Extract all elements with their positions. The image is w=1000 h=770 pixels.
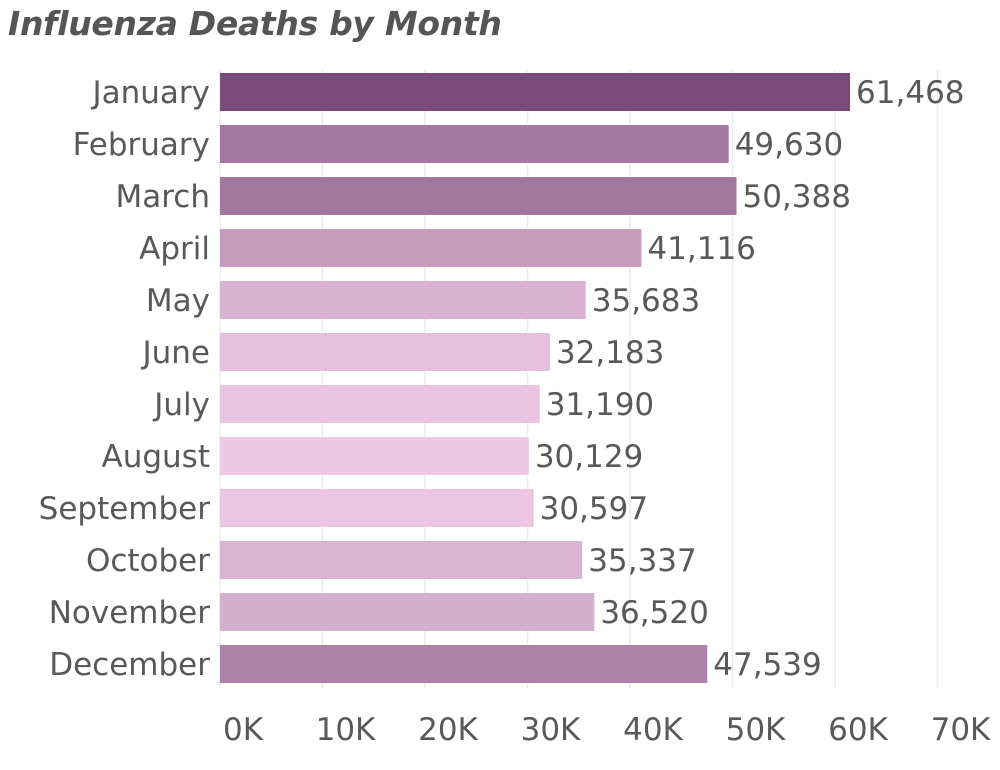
category-label-december: December (49, 647, 210, 683)
category-labels: January February March April May June July Augu… (39, 75, 211, 683)
bar-february[interactable] (220, 125, 729, 163)
x-axis-ticks: 0K 10K 20K 30K 40K 50K 60K 70K (223, 712, 991, 748)
bar-june[interactable] (220, 333, 550, 371)
gridlines (219, 70, 939, 688)
value-label-june: 32,183 (556, 335, 664, 371)
tick-label-20k: 20K (418, 712, 478, 748)
tick-label-30k: 30K (521, 712, 581, 748)
value-label-october: 35,337 (588, 543, 696, 579)
value-labels: 61,468 49,630 50,388 41,116 35,683 32,183 31,1… (535, 75, 965, 683)
category-label-june: June (140, 335, 210, 371)
bar-march[interactable] (220, 177, 737, 215)
category-label-february: February (73, 127, 210, 163)
category-label-october: October (86, 543, 210, 579)
chart-title: Influenza Deaths by Month (8, 4, 502, 43)
category-label-november: November (49, 595, 211, 631)
category-label-august: August (102, 439, 211, 475)
tick-label-10k: 10K (316, 712, 376, 748)
tick-label-0k: 0K (223, 712, 264, 748)
value-label-august: 30,129 (535, 439, 643, 475)
bars (220, 73, 851, 683)
value-label-december: 47,539 (713, 647, 821, 683)
value-label-september: 30,597 (540, 491, 648, 527)
value-label-november: 36,520 (600, 595, 708, 631)
category-label-july: July (152, 387, 210, 423)
bar-august[interactable] (220, 437, 529, 475)
value-label-may: 35,683 (592, 283, 700, 319)
value-label-april: 41,116 (647, 231, 755, 267)
category-label-september: September (39, 491, 211, 527)
category-label-january: January (90, 75, 210, 111)
bar-july[interactable] (220, 385, 540, 423)
category-label-may: May (146, 283, 210, 319)
tick-label-50k: 50K (726, 712, 786, 748)
bar-may[interactable] (220, 281, 586, 319)
bar-april[interactable] (220, 229, 642, 267)
bar-january[interactable] (220, 73, 851, 111)
bar-november[interactable] (220, 593, 595, 631)
tick-label-40k: 40K (623, 712, 683, 748)
bar-october[interactable] (220, 541, 583, 579)
value-label-march: 50,388 (742, 179, 850, 215)
bar-september[interactable] (220, 489, 534, 527)
value-label-january: 61,468 (856, 75, 964, 111)
tick-label-70k: 70K (931, 712, 991, 748)
value-label-february: 49,630 (735, 127, 843, 163)
tick-label-60k: 60K (828, 712, 888, 748)
category-label-march: March (116, 179, 211, 215)
category-label-april: April (139, 231, 210, 267)
value-label-july: 31,190 (546, 387, 654, 423)
bar-december[interactable] (220, 645, 708, 683)
